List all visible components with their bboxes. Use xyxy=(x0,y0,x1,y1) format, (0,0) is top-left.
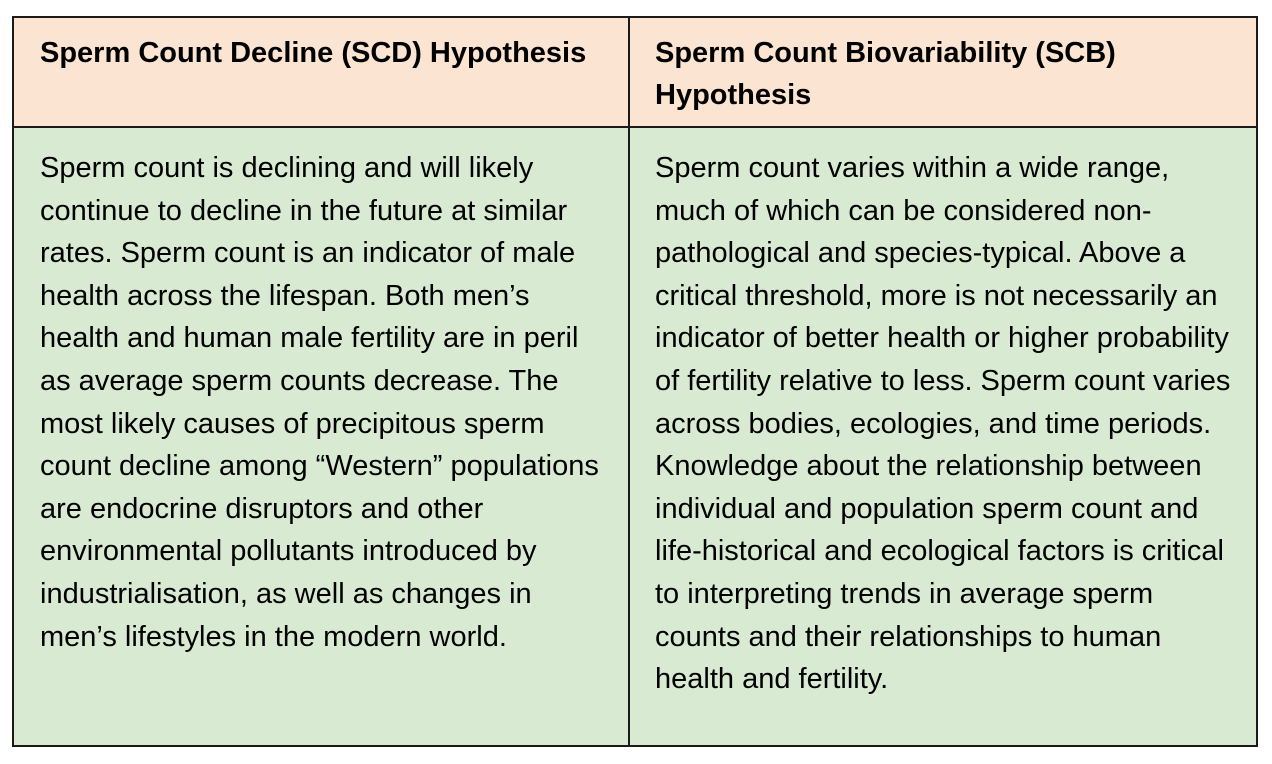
table-cell-scd-description: Sperm count is declining and will likely… xyxy=(14,128,630,745)
comparison-table: Sperm Count Decline (SCD) Hypothesis Spe… xyxy=(12,16,1258,747)
table-header-scd: Sperm Count Decline (SCD) Hypothesis xyxy=(14,18,630,128)
table-header-scb: Sperm Count Biovariability (SCB) Hypothe… xyxy=(630,18,1256,128)
table-cell-scb-description: Sperm count varies within a wide range, … xyxy=(630,128,1256,745)
